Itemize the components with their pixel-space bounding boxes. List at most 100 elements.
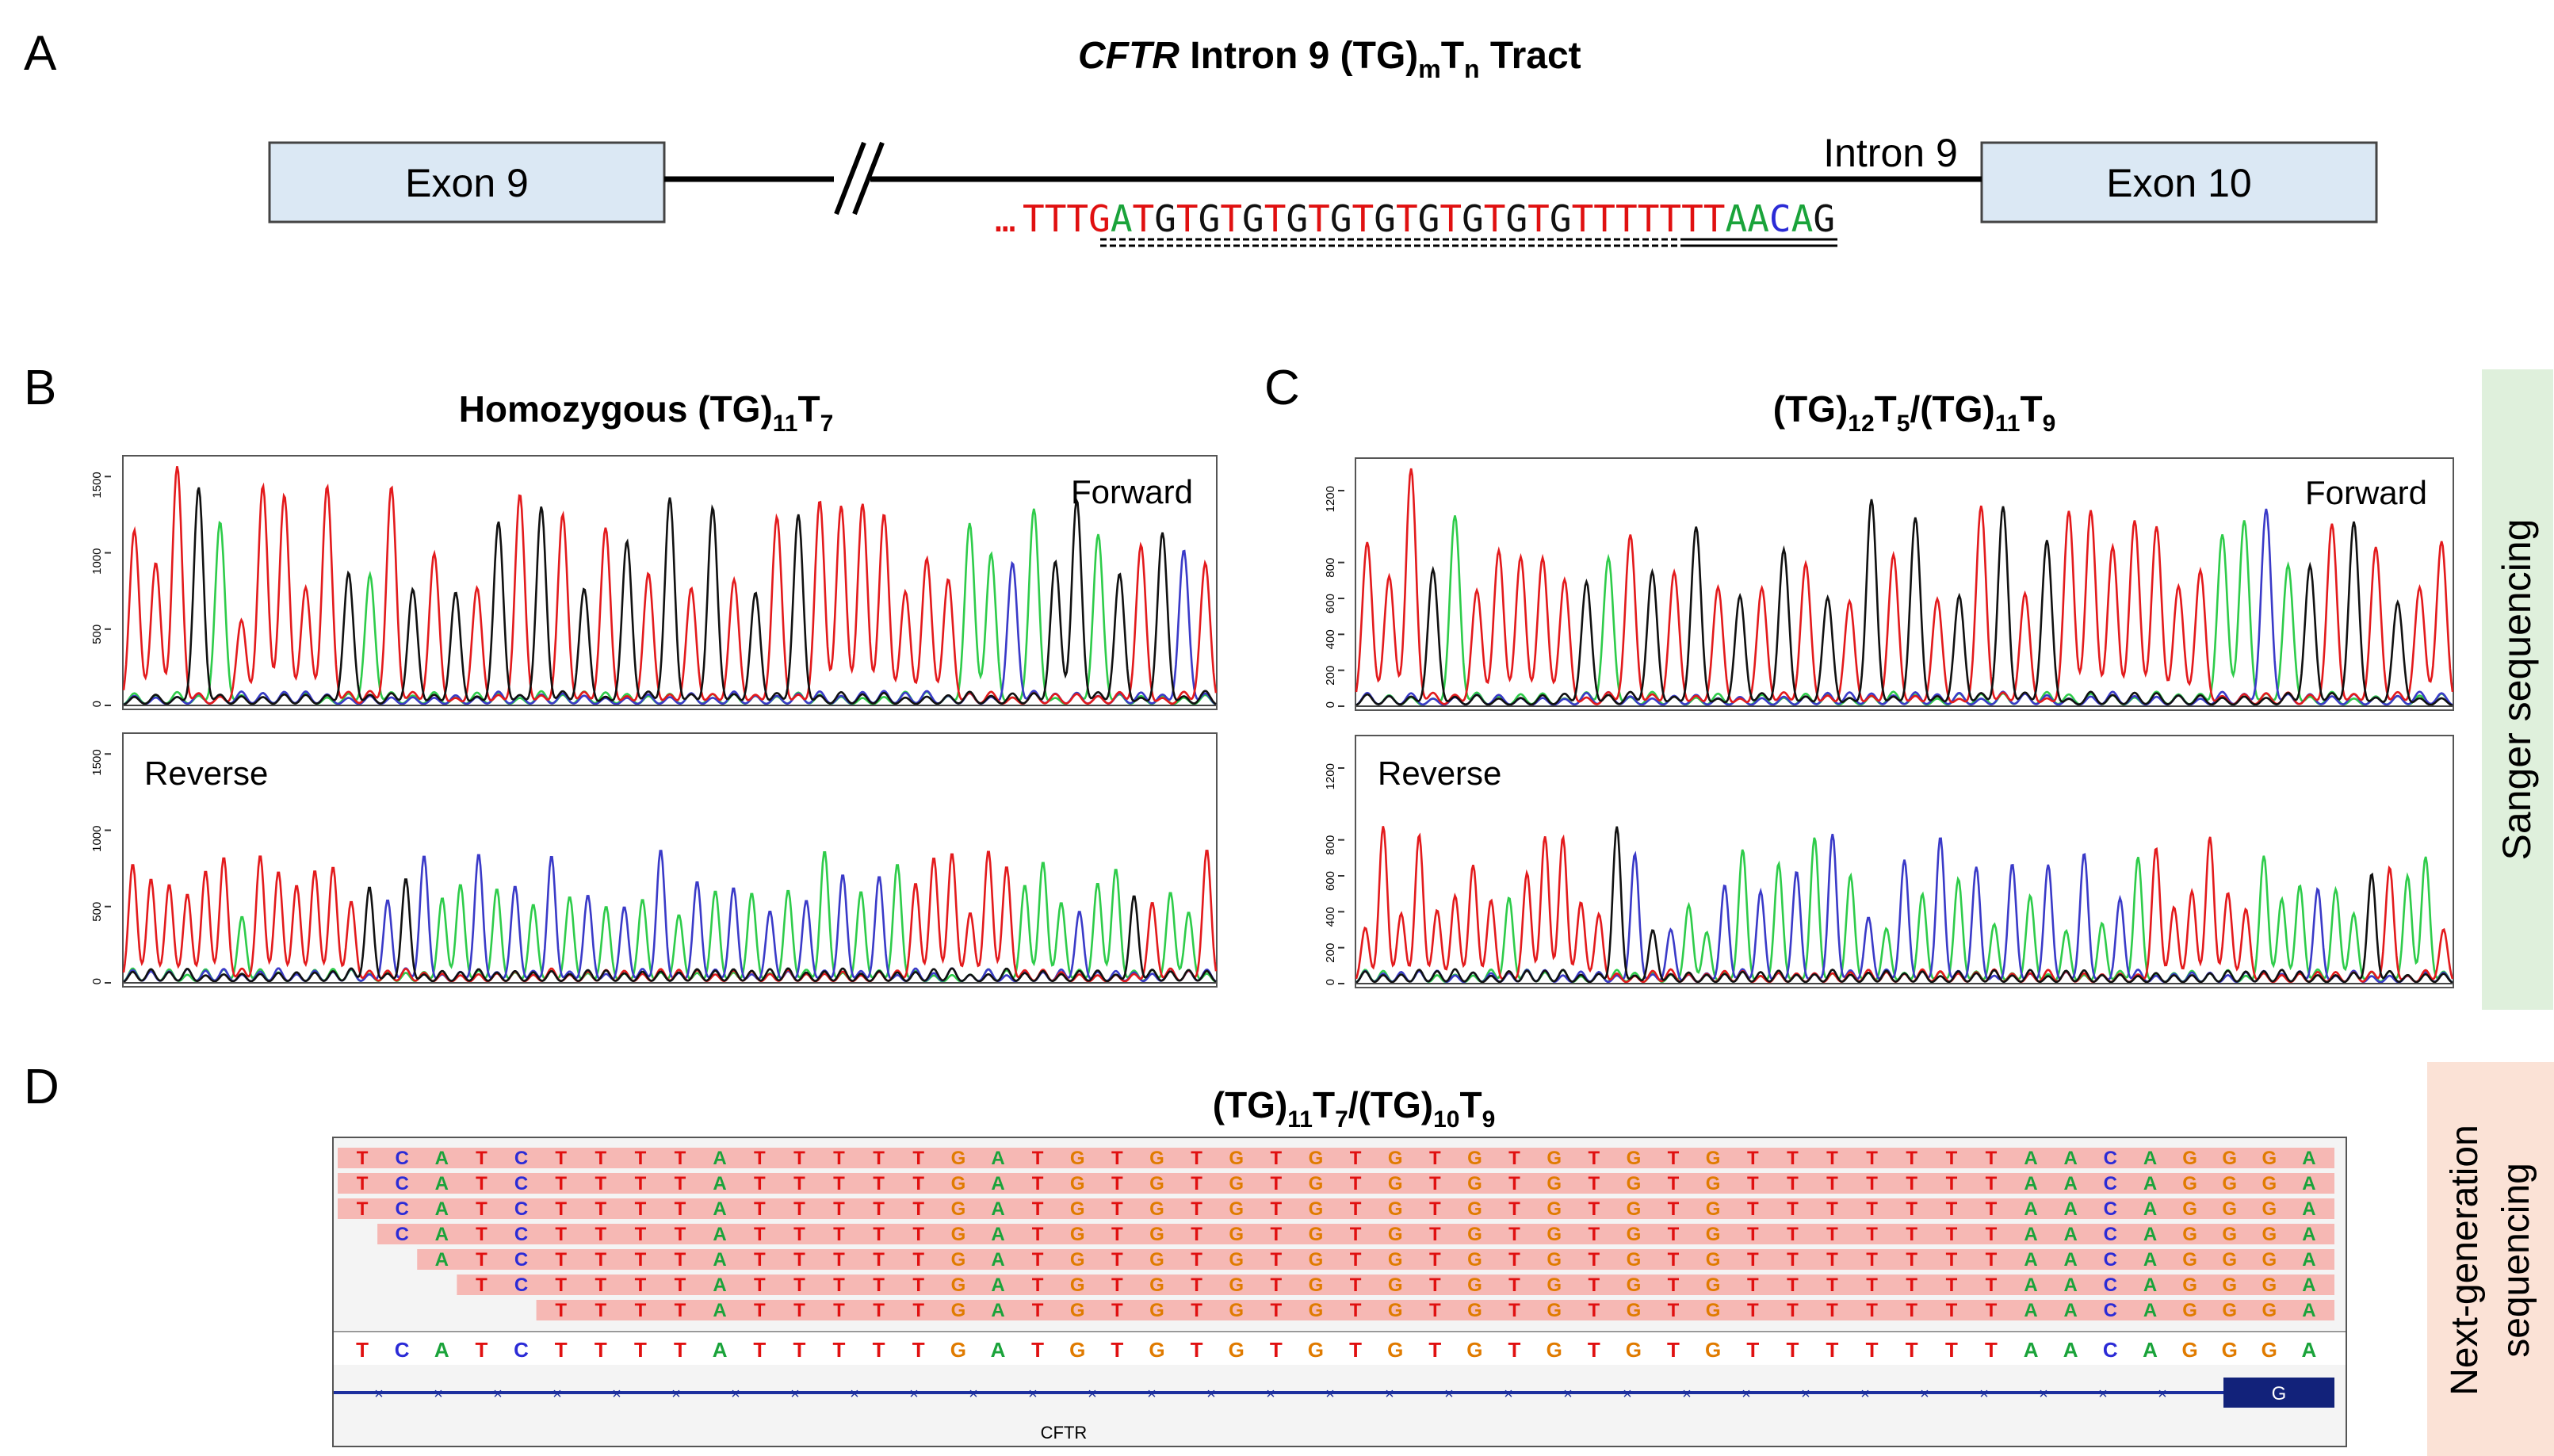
seq-base-5: T [1133, 197, 1155, 240]
read-base: T [1508, 1249, 1520, 1271]
seq-base-11: T [1264, 197, 1287, 240]
read-base: T [793, 1300, 805, 1321]
ngs-read [417, 1249, 2334, 1270]
ytick-label: 500 [90, 625, 104, 644]
read-base: T [1826, 1148, 1838, 1169]
intron-arrow: × [1623, 1385, 1632, 1403]
read-base: T [1747, 1148, 1759, 1169]
seq-base-12: G [1286, 197, 1308, 240]
read-base: T [1032, 1300, 1044, 1321]
seq-base-25: T [1572, 197, 1594, 240]
seq-base-4: A [1111, 197, 1133, 240]
read-base: A [713, 1173, 726, 1194]
read-base: T [1826, 1173, 1838, 1194]
read-base: C [514, 1148, 528, 1169]
trace-C-chartCF [1355, 508, 2453, 706]
read-base: T [476, 1148, 487, 1169]
read-base: G [1388, 1224, 1403, 1245]
panel-b-reverse-label: Reverse [144, 755, 268, 792]
read-base: T [1032, 1274, 1044, 1296]
read-base: A [2302, 1249, 2315, 1271]
ytick-label: 400 [1324, 629, 1337, 649]
read-base: G [2222, 1224, 2237, 1245]
read-base: T [1986, 1198, 1998, 1220]
ref-base: G [1308, 1338, 1324, 1362]
ref-base: T [753, 1338, 766, 1362]
read-base: T [1588, 1198, 1600, 1220]
read-base: T [1111, 1249, 1123, 1271]
ytick-label: 1200 [1324, 763, 1337, 789]
read-base: G [1706, 1300, 1721, 1321]
read-base: T [1508, 1173, 1520, 1194]
read-base: A [2064, 1224, 2078, 1245]
read-base: T [1866, 1274, 1878, 1296]
read-base: T [1350, 1224, 1362, 1245]
read-base: A [435, 1148, 449, 1169]
read-base: T [873, 1148, 885, 1169]
read-base: T [1986, 1274, 1998, 1296]
read-base: G [1229, 1198, 1244, 1220]
read-base: G [1149, 1249, 1164, 1271]
seq-base-20: G [1462, 197, 1484, 240]
intron-arrow: × [909, 1385, 919, 1403]
seq-base-21: T [1484, 197, 1506, 240]
cftr-intron-arrows: × × × × × × × × × × × × × × × × × × × × × × × × × × × × × × × [374, 1385, 2167, 1403]
read-base: T [1946, 1173, 1958, 1194]
ngs-read [338, 1198, 2334, 1219]
read-base: G [1229, 1300, 1244, 1321]
read-base: G [951, 1300, 966, 1321]
read-base: T [1946, 1224, 1958, 1245]
read-base: G [1388, 1300, 1403, 1321]
read-base: G [1070, 1198, 1085, 1220]
read-base: T [675, 1173, 686, 1194]
read-base: T [912, 1274, 924, 1296]
read-base: A [435, 1173, 449, 1194]
read-base: G [1229, 1274, 1244, 1296]
read-base: G [2182, 1249, 2197, 1271]
read-base: T [1191, 1173, 1202, 1194]
seq-base-24: G [1550, 197, 1572, 240]
sanger-side-label: Sanger sequencing [2482, 369, 2553, 1010]
read-base: T [873, 1224, 885, 1245]
read-base: G [1627, 1249, 1642, 1271]
seq-base-26: T [1593, 197, 1615, 240]
read-base: G [1149, 1173, 1164, 1194]
seq-base-27: T [1615, 197, 1638, 240]
read-base: T [1191, 1274, 1202, 1296]
t-tract-underline [1687, 238, 1837, 247]
read-base: T [1787, 1173, 1799, 1194]
ngs-label-line2: sequencing [2495, 1163, 2537, 1358]
read-base: T [1270, 1224, 1282, 1245]
read-base: G [1309, 1148, 1324, 1169]
intron-arrow: × [671, 1385, 681, 1403]
read-base: T [1429, 1173, 1441, 1194]
read-base: T [675, 1249, 686, 1271]
read-base: T [555, 1249, 567, 1271]
panel-c-title: (TG)12T5/(TG)11T9 [1773, 388, 2056, 437]
panel-c-forward-chromatogram [1355, 468, 2454, 707]
read-base: C [514, 1173, 528, 1194]
read-base: A [435, 1224, 449, 1245]
read-base: A [2143, 1224, 2157, 1245]
read-base: G [1309, 1300, 1324, 1321]
read-base: T [1946, 1249, 1958, 1271]
seq-base-33: A [1747, 197, 1769, 240]
read-base: T [833, 1274, 845, 1296]
read-base: T [1986, 1173, 1998, 1194]
read-base: G [2222, 1274, 2237, 1296]
read-base: T [793, 1274, 805, 1296]
sequence-ellipsis: … [995, 200, 1016, 240]
read-base: T [1826, 1274, 1838, 1296]
read-base: G [2262, 1224, 2277, 1245]
ref-base: C [395, 1338, 410, 1362]
read-base: G [1309, 1198, 1324, 1220]
intron-arrow: × [1147, 1385, 1157, 1403]
read-base: G [2222, 1173, 2237, 1194]
panel-c-reverse-frame [1355, 735, 2454, 988]
read-base: A [2024, 1300, 2037, 1321]
read-base: T [793, 1198, 805, 1220]
ref-base: T [1588, 1338, 1600, 1362]
read-base: A [2302, 1173, 2315, 1194]
read-base: T [1508, 1148, 1520, 1169]
